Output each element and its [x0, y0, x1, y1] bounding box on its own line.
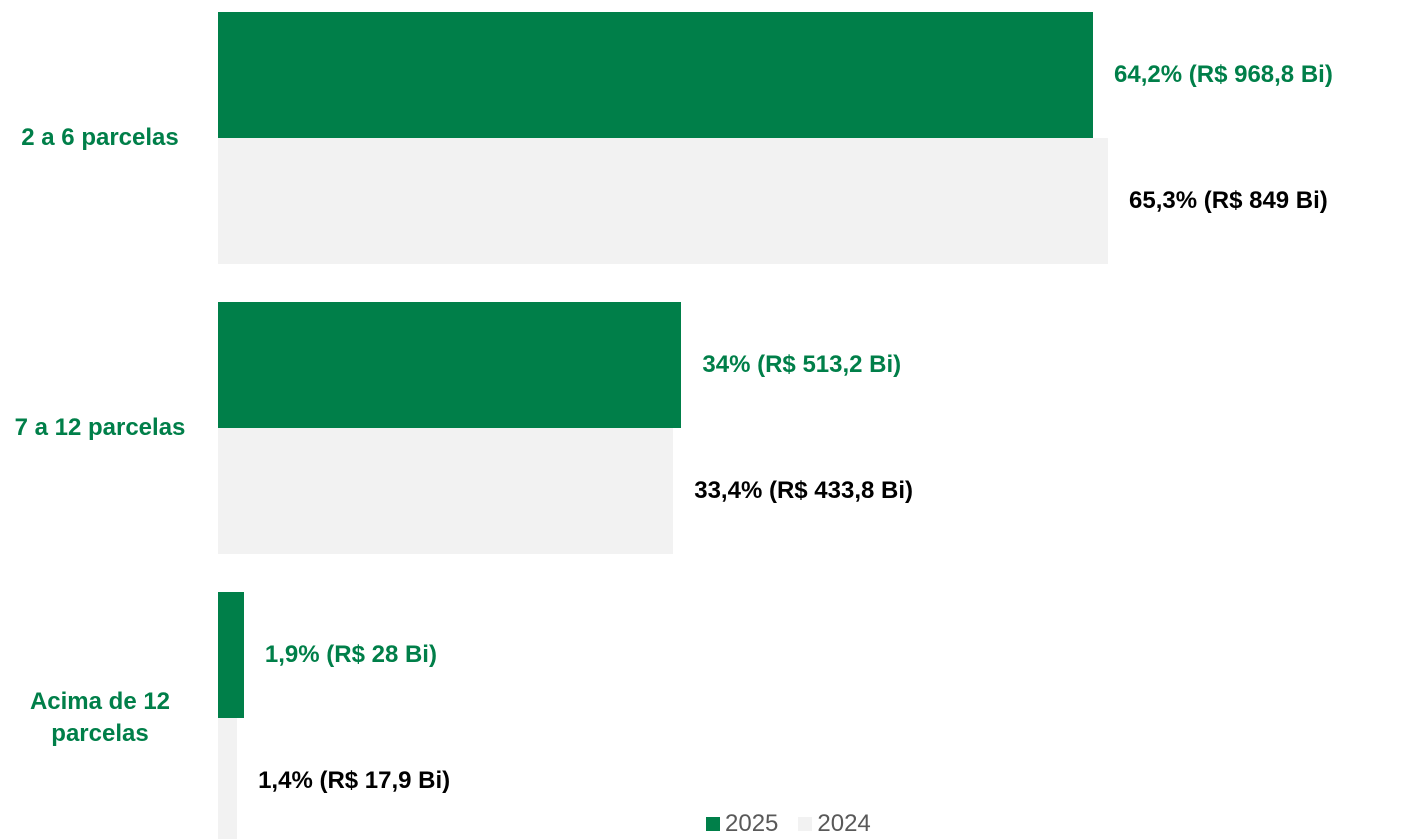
bar	[218, 592, 244, 718]
bar	[218, 138, 1109, 264]
legend-swatch	[798, 817, 813, 831]
legend-swatch	[706, 817, 720, 831]
legend: 2025 2024	[706, 810, 891, 838]
value-label: 65,3% (R$ 849 Bi)	[1129, 187, 1328, 214]
value-label: 1,9% (R$ 28 Bi)	[264, 641, 437, 668]
value-label: 34% (R$ 513,2 Bi)	[702, 351, 902, 378]
legend-label: 2025	[725, 810, 779, 837]
bar	[218, 302, 682, 428]
bar	[218, 428, 674, 554]
category-label: 7 a 12 parcelas	[14, 414, 186, 441]
value-label: 64,2% (R$ 968,8 Bi)	[1114, 61, 1333, 88]
category-label: 2 a 6 parcelas	[21, 124, 179, 151]
legend-label: 2024	[817, 810, 871, 837]
category-label: Acima de 12 parcelas	[29, 688, 171, 747]
value-label: 1,4% (R$ 17,9 Bi)	[258, 767, 451, 794]
bar	[218, 718, 238, 839]
value-label: 33,4% (R$ 433,8 Bi)	[694, 477, 914, 504]
bar	[218, 12, 1094, 138]
